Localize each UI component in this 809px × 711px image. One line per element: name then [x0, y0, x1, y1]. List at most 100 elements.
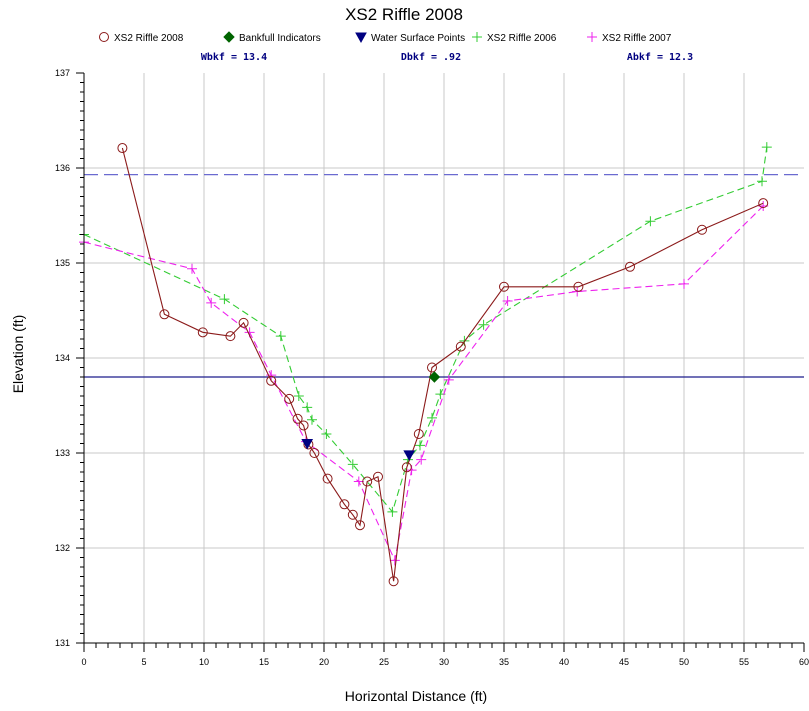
series-water-surface-points — [301, 439, 416, 461]
x-axis-label: Horizontal Distance (ft) — [345, 688, 487, 704]
data-point — [679, 278, 689, 289]
data-point — [427, 362, 437, 373]
data-point — [757, 176, 767, 187]
series-line — [83, 205, 764, 563]
x-tick-label: 0 — [81, 657, 86, 667]
data-point — [401, 462, 412, 473]
data-point — [427, 412, 437, 423]
x-tick-label: 15 — [259, 657, 269, 667]
data-point — [322, 473, 333, 484]
data-point — [266, 370, 277, 381]
x-tick-label: 50 — [679, 657, 689, 667]
data-point — [293, 391, 304, 401]
series-bankfull-indicators — [428, 371, 441, 383]
legend-label: XS2 Riffle 2006 — [487, 33, 557, 44]
data-point — [339, 499, 350, 510]
data-point — [187, 263, 197, 274]
data-point — [309, 448, 320, 458]
y-tick-label: 133 — [55, 448, 70, 458]
data-point — [455, 341, 466, 352]
x-tick-label: 20 — [319, 657, 329, 667]
x-tick-label: 30 — [439, 657, 449, 667]
legend-label: Water Surface Points — [371, 33, 465, 44]
data-point — [758, 198, 769, 209]
y-tick-label: 136 — [55, 163, 70, 173]
data-point — [238, 317, 249, 328]
y-tick-label: 134 — [55, 353, 70, 363]
data-point — [499, 281, 509, 292]
data-point — [413, 429, 424, 439]
data-point — [225, 331, 236, 342]
legend-label: XS2 Riffle 2007 — [602, 33, 672, 44]
data-point — [298, 420, 309, 431]
data-point — [206, 297, 217, 308]
data-point — [321, 429, 332, 439]
data-point — [266, 375, 277, 386]
y-tick-label: 135 — [55, 258, 70, 268]
series-xs2-riffle-2006 — [79, 142, 772, 517]
series-line — [121, 147, 764, 582]
x-tick-label: 10 — [199, 657, 209, 667]
x-tick-label: 5 — [141, 657, 146, 667]
legend: XS2 Riffle 2008 Bankfull Indicators Water … — [99, 31, 672, 44]
x-tick-label: 40 — [559, 657, 569, 667]
data-point — [415, 440, 425, 451]
data-point — [275, 331, 286, 342]
data-point — [389, 555, 400, 566]
data-point — [428, 371, 441, 383]
stats-row: Wbkf = 13.4 Dbkf = .92 Abkf = 12.3 — [201, 52, 693, 63]
data-point — [443, 374, 454, 385]
data-point — [502, 296, 513, 306]
data-point — [373, 471, 383, 482]
data-point — [301, 439, 314, 450]
y-tick-label: 131 — [55, 638, 70, 648]
y-tick-label: 132 — [55, 543, 70, 553]
data-point — [761, 142, 772, 153]
x-tick-label: 35 — [499, 657, 509, 667]
data-point — [284, 393, 295, 404]
legend-marker — [587, 32, 597, 42]
legend-item: Bankfull Indicators — [223, 31, 321, 44]
reference-lines — [84, 174, 804, 378]
data-point — [697, 224, 707, 235]
data-point — [302, 402, 313, 413]
data-point — [197, 327, 208, 338]
data-point — [478, 319, 489, 330]
data-point — [625, 261, 635, 272]
data-point — [347, 459, 358, 470]
stat-label: Abkf = 12.3 — [627, 52, 693, 63]
axis-ticks: 0 5 10 15 20 25 30 35 40 45 50 55 60 131 132 133 134 135 1… — [55, 68, 809, 667]
x-tick-label: 55 — [739, 657, 749, 667]
series-line — [83, 147, 768, 514]
series-xs2-riffle-2007 — [79, 201, 769, 566]
legend-label: Bankfull Indicators — [239, 33, 321, 44]
data-point — [353, 476, 364, 487]
data-point — [387, 506, 398, 517]
x-tick-label: 25 — [379, 657, 389, 667]
data-point — [117, 143, 128, 154]
grid — [84, 73, 804, 643]
x-tick-label: 45 — [619, 657, 629, 667]
data-point — [292, 413, 303, 424]
data-point — [416, 454, 427, 465]
data-point — [645, 216, 656, 227]
data-point — [355, 520, 365, 531]
data-point — [347, 509, 358, 520]
x-tick-label: 60 — [799, 657, 809, 667]
data-point — [573, 281, 584, 292]
legend-marker — [99, 32, 109, 42]
series-xs2-riffle-2008 — [117, 143, 769, 587]
plot-series — [79, 142, 772, 587]
legend-item: XS2 Riffle 2006 — [472, 32, 557, 44]
stat-label: Dbkf = .92 — [401, 52, 461, 63]
y-axis-label: Elevation (ft) — [10, 315, 26, 394]
legend-item: Water Surface Points — [355, 32, 465, 44]
legend-item: XS2 Riffle 2007 — [587, 32, 672, 44]
data-point — [219, 294, 230, 305]
data-point — [388, 576, 399, 587]
legend-item: XS2 Riffle 2008 — [99, 32, 184, 44]
data-point — [159, 309, 170, 320]
y-tick-label: 137 — [55, 68, 70, 78]
data-point — [403, 450, 416, 461]
